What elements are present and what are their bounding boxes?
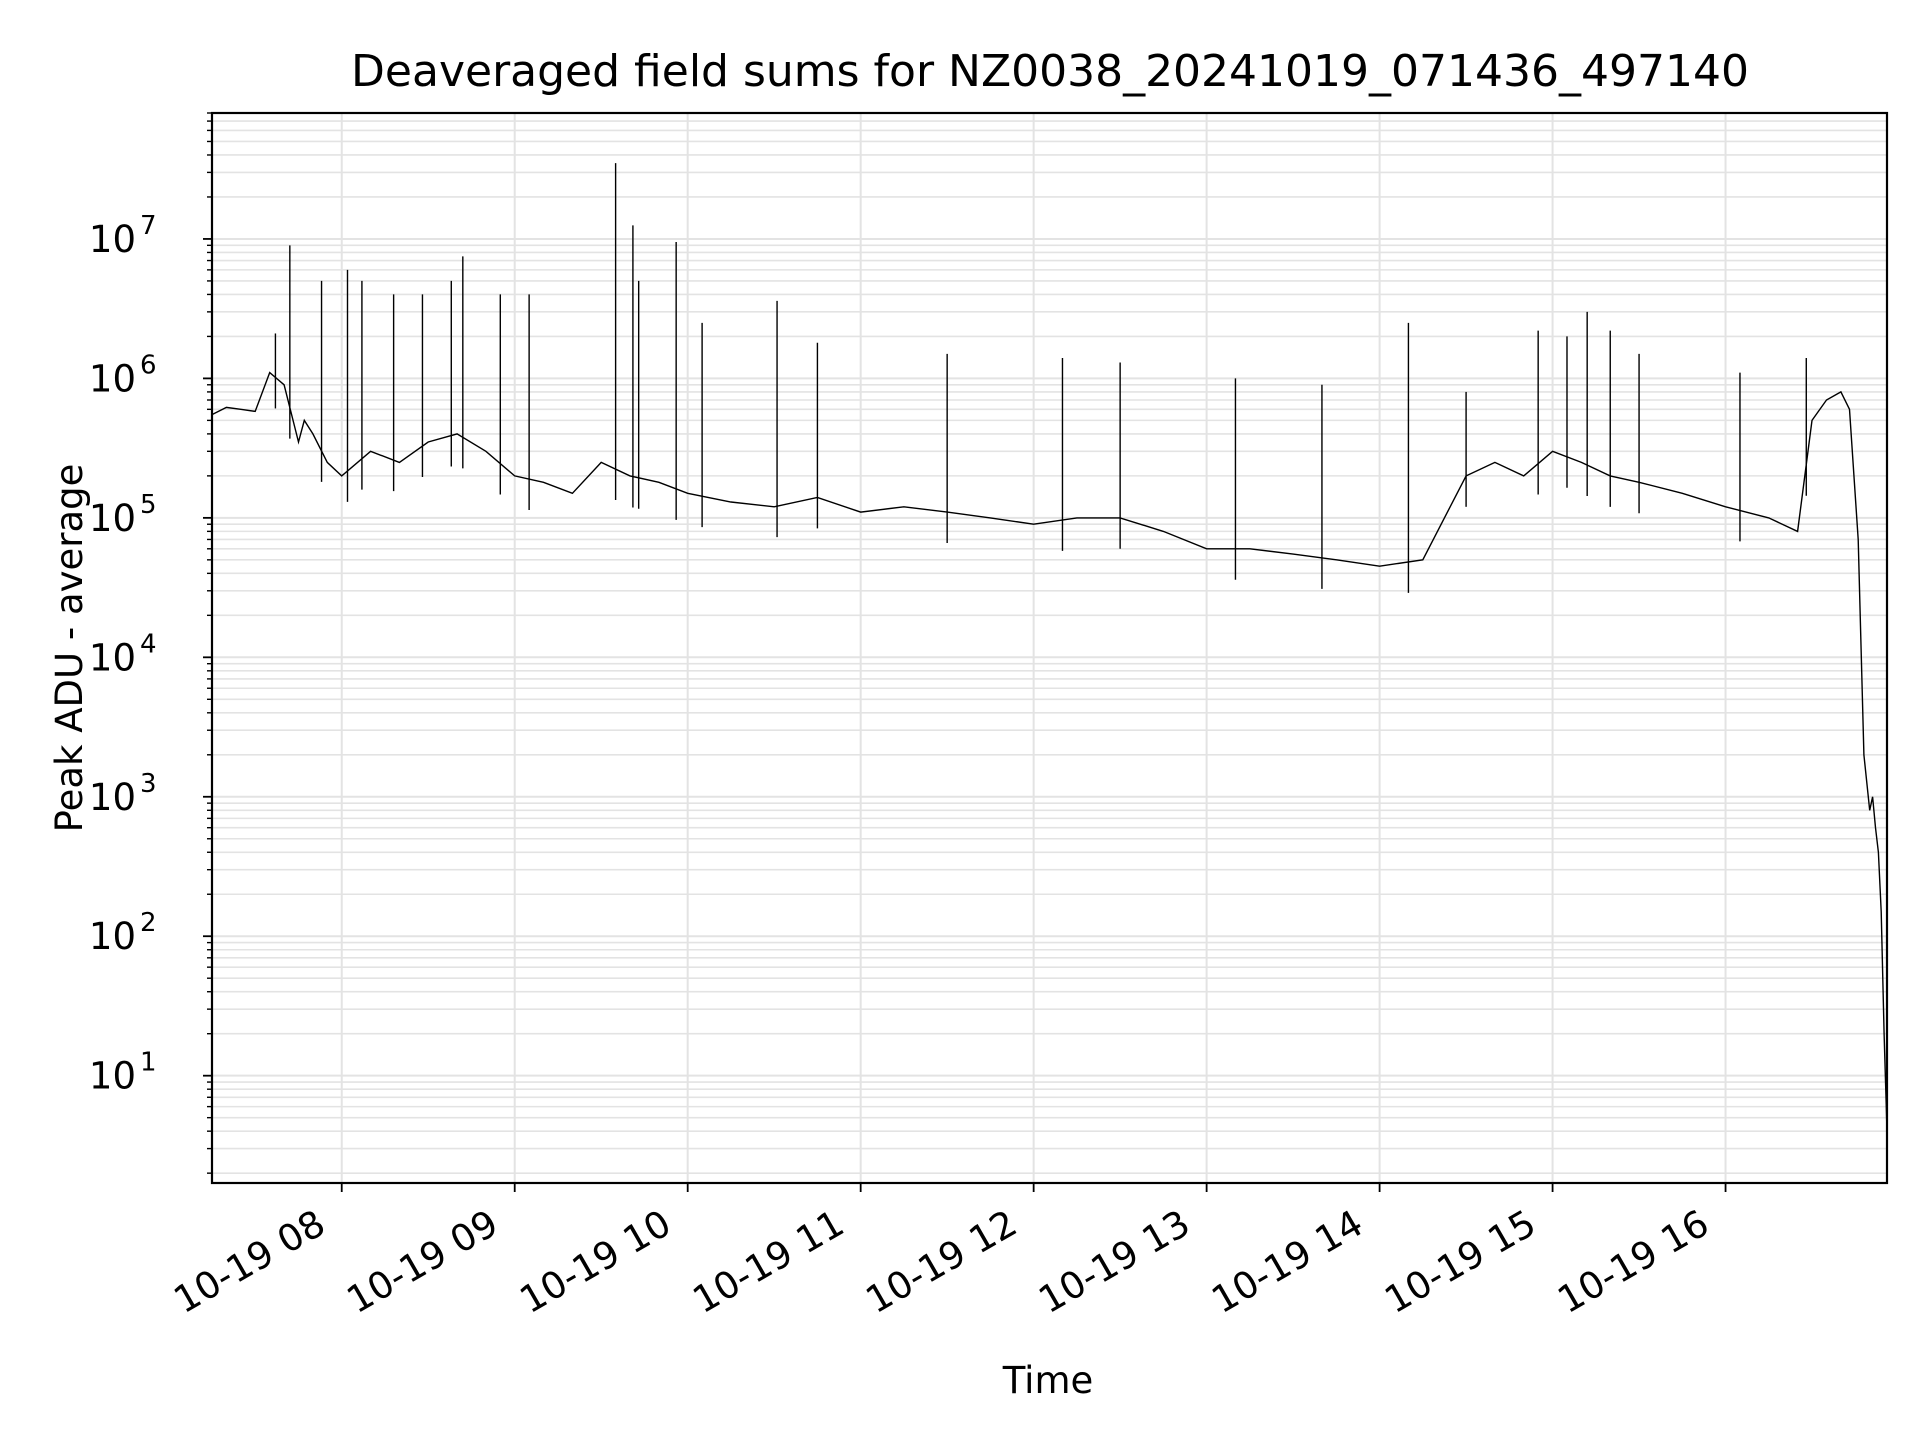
y-tick-label: 10	[89, 636, 136, 679]
y-tick-exponent: 6	[140, 350, 157, 380]
y-tick-label: 10	[89, 218, 136, 261]
y-tick-label: 10	[89, 915, 136, 958]
spike-lines	[274, 163, 1807, 593]
y-tick-exponent: 4	[140, 629, 157, 659]
grid	[212, 112, 1887, 1183]
series-line	[211, 371, 1888, 1132]
plot-frame	[210, 111, 1889, 1185]
y-tick-label: 10	[89, 497, 136, 540]
chart-title: Deaveraged field sums for NZ0038_2024101…	[351, 46, 1749, 97]
y-tick-exponent: 1	[140, 1048, 157, 1078]
y-tick-exponent: 5	[140, 490, 157, 520]
y-tick-label: 10	[89, 357, 136, 400]
y-axis-label: Peak ADU - average	[48, 464, 91, 833]
y-tick-label: 10	[89, 776, 136, 819]
y-tick-exponent: 2	[140, 908, 157, 938]
y-tick-exponent: 7	[140, 211, 157, 241]
y-tick-exponent: 3	[140, 769, 157, 799]
y-tick-label: 10	[89, 1055, 136, 1098]
x-axis-label: Time	[1002, 1359, 1094, 1402]
